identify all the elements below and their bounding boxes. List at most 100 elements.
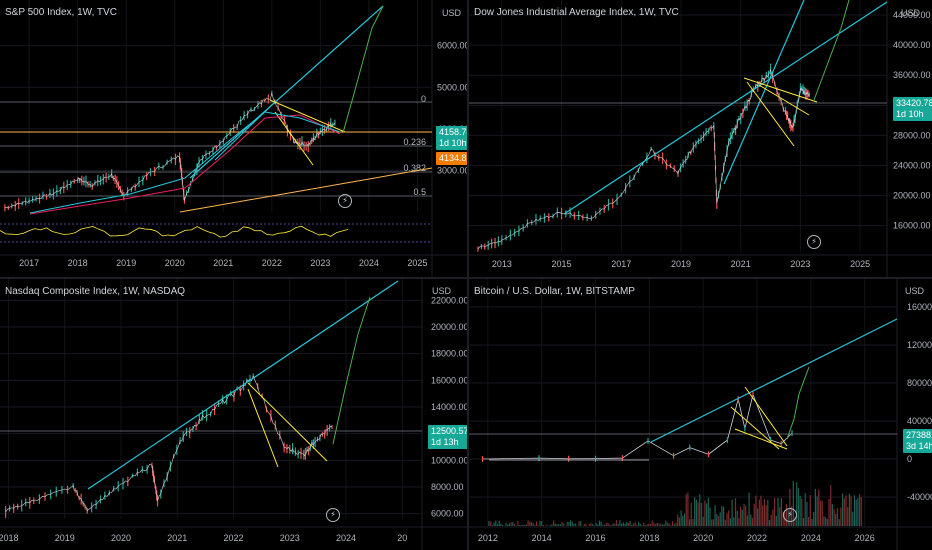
btc-last-price: 27388 bbox=[906, 430, 932, 440]
ixic-last-price-label: 12500.57 1d 13h bbox=[428, 425, 467, 449]
ixic-projection-line bbox=[332, 296, 371, 445]
btc-x-tick: 2020 bbox=[693, 533, 713, 543]
spx-x-tick: 2022 bbox=[262, 258, 282, 268]
spx-wedge-line bbox=[274, 111, 314, 166]
spx-alert-bolt-icon[interactable]: ⚡ bbox=[338, 194, 352, 208]
horizontal-divider[interactable] bbox=[0, 277, 932, 279]
dji-chart[interactable]: 44000.0040000.0036000.0032000.0028000.00… bbox=[469, 0, 932, 277]
spx-x-tick: 2019 bbox=[116, 258, 136, 268]
dji-y-tick: 44000.00 bbox=[893, 10, 931, 20]
btc-chart-pane[interactable]: 160000 120000 80000 40000 0 -40000 2012 2014 201… bbox=[469, 279, 932, 550]
ixic-wedge-line bbox=[247, 382, 328, 462]
spx-x-tick: 2025 bbox=[407, 258, 427, 268]
dji-chart-pane[interactable]: 44000.0040000.0036000.0032000.0028000.00… bbox=[469, 0, 932, 277]
spx-support-line bbox=[179, 167, 433, 213]
spx-indicator-line bbox=[0, 225, 349, 238]
ixic-x-tick: 2021 bbox=[167, 533, 187, 543]
btc-wedge-line bbox=[744, 386, 788, 447]
spx-x-tick: 2017 bbox=[19, 258, 39, 268]
btc-y-tick: 120000 bbox=[907, 340, 932, 350]
btc-alert-bolt-icon[interactable]: ⚡ bbox=[783, 508, 797, 522]
dji-wedge-line bbox=[758, 84, 810, 116]
btc-y-tick: 0 bbox=[907, 454, 912, 464]
ixic-wedge-line bbox=[247, 388, 279, 468]
spx-fib-label: 0.5 bbox=[413, 187, 426, 197]
ixic-x-tick: 2020 bbox=[111, 533, 131, 543]
btc-y-tick: -40000 bbox=[907, 492, 932, 502]
spx-y-tick: 6000.00 bbox=[437, 41, 467, 51]
btc-y-tick: 160000 bbox=[907, 302, 932, 312]
dji-y-tick: 36000.00 bbox=[893, 70, 931, 80]
ixic-last-price: 12500.57 bbox=[431, 426, 467, 436]
btc-x-tick: 2024 bbox=[801, 533, 821, 543]
btc-x-tick: 2026 bbox=[855, 533, 875, 543]
spx-last-price-label: 4158.78 1d 10h bbox=[436, 126, 467, 150]
ixic-alert-bolt-icon[interactable]: ⚡ bbox=[326, 508, 340, 522]
ixic-y-tick: 22000.00 bbox=[431, 295, 467, 305]
dji-y-tick: 16000.00 bbox=[893, 221, 931, 231]
btc-y-tick: 80000 bbox=[907, 378, 932, 388]
spx-title: S&P 500 Index, 1W, TVC bbox=[5, 7, 117, 18]
dji-projection-line bbox=[813, 0, 850, 101]
dji-x-tick: 2021 bbox=[731, 259, 751, 269]
ixic-title: Nasdaq Composite Index, 1W, NASDAQ bbox=[5, 286, 186, 297]
dji-wedge-line bbox=[743, 77, 818, 103]
btc-x-tick: 2022 bbox=[747, 533, 767, 543]
btc-x-tick: 2018 bbox=[639, 533, 659, 543]
dji-y-tick: 20000.00 bbox=[893, 191, 931, 201]
ixic-y-tick: 6000.00 bbox=[431, 509, 464, 519]
btc-chart[interactable]: 160000 120000 80000 40000 0 -40000 2012 2014 201… bbox=[469, 279, 932, 550]
dji-trend-line bbox=[563, 1, 888, 215]
ixic-y-tick: 8000.00 bbox=[431, 482, 464, 492]
ixic-x-tick: 20 bbox=[397, 533, 407, 543]
spx-unit: USD bbox=[442, 8, 462, 18]
dji-x-tick: 2013 bbox=[492, 259, 512, 269]
spx-x-tick: 2021 bbox=[213, 258, 233, 268]
spx-y-tick: 5000.00 bbox=[437, 82, 467, 92]
ixic-y-tick: 20000.00 bbox=[431, 322, 467, 332]
ixic-x-tick: 2022 bbox=[223, 533, 243, 543]
dji-price-line bbox=[477, 68, 810, 250]
vertical-divider[interactable] bbox=[467, 0, 469, 550]
dji-y-tick: 40000.00 bbox=[893, 40, 931, 50]
dji-countdown: 1d 10h bbox=[896, 109, 924, 119]
btc-countdown: 3d 14h bbox=[906, 441, 932, 451]
spx-fib-label: 0 bbox=[421, 94, 426, 104]
ixic-x-tick: 2019 bbox=[55, 533, 75, 543]
ixic-y-tick: 10000.00 bbox=[431, 455, 467, 465]
dji-trend-line bbox=[723, 0, 805, 185]
spx-countdown: 1d 10h bbox=[439, 138, 467, 148]
ixic-y-tick: 16000.00 bbox=[431, 375, 467, 385]
btc-unit: USD bbox=[905, 286, 925, 296]
spx-fib-label: 0.236 bbox=[403, 137, 426, 147]
spx-y-tick: 3000.00 bbox=[437, 165, 467, 175]
btc-wedge-line bbox=[730, 406, 780, 450]
spx-wedge-line bbox=[269, 99, 346, 133]
ixic-unit: USD bbox=[432, 286, 452, 296]
dji-wedge-line bbox=[746, 81, 795, 147]
ixic-trend-line bbox=[87, 280, 399, 490]
dji-x-tick: 2017 bbox=[611, 259, 631, 269]
btc-x-tick: 2016 bbox=[586, 533, 606, 543]
dji-last-price-label: 33420.78 1d 10h bbox=[893, 97, 932, 121]
spx-x-tick: 2023 bbox=[310, 258, 330, 268]
spx-chart[interactable]: 6000.005000.004000.003000.00201720182019… bbox=[0, 0, 467, 277]
spx-chart-pane[interactable]: 6000.005000.004000.003000.00201720182019… bbox=[0, 0, 467, 277]
dji-title: Dow Jones Industrial Average Index, 1W, … bbox=[474, 7, 679, 18]
spx-x-tick: 2018 bbox=[68, 258, 88, 268]
btc-x-tick: 2012 bbox=[478, 533, 498, 543]
btc-last-price-label: 27388 3d 14h bbox=[903, 429, 932, 453]
ixic-chart[interactable]: 22000.00 20000.00 18000.00 16000.00 14000.00… bbox=[0, 279, 467, 550]
dji-alert-bolt-icon[interactable]: ⚡ bbox=[807, 235, 821, 249]
spx-projection-line bbox=[342, 5, 384, 134]
spx-trend-line bbox=[214, 101, 276, 161]
dji-x-tick: 2023 bbox=[790, 259, 810, 269]
btc-x-tick: 2014 bbox=[532, 533, 552, 543]
dji-x-tick: 2025 bbox=[850, 259, 870, 269]
dji-x-tick: 2019 bbox=[671, 259, 691, 269]
btc-projection-line bbox=[786, 366, 810, 440]
dji-unit: USD bbox=[901, 8, 921, 18]
ixic-chart-pane[interactable]: 22000.00 20000.00 18000.00 16000.00 14000.00… bbox=[0, 279, 467, 550]
ixic-x-tick: 2023 bbox=[280, 533, 300, 543]
btc-trend-line bbox=[650, 318, 898, 443]
